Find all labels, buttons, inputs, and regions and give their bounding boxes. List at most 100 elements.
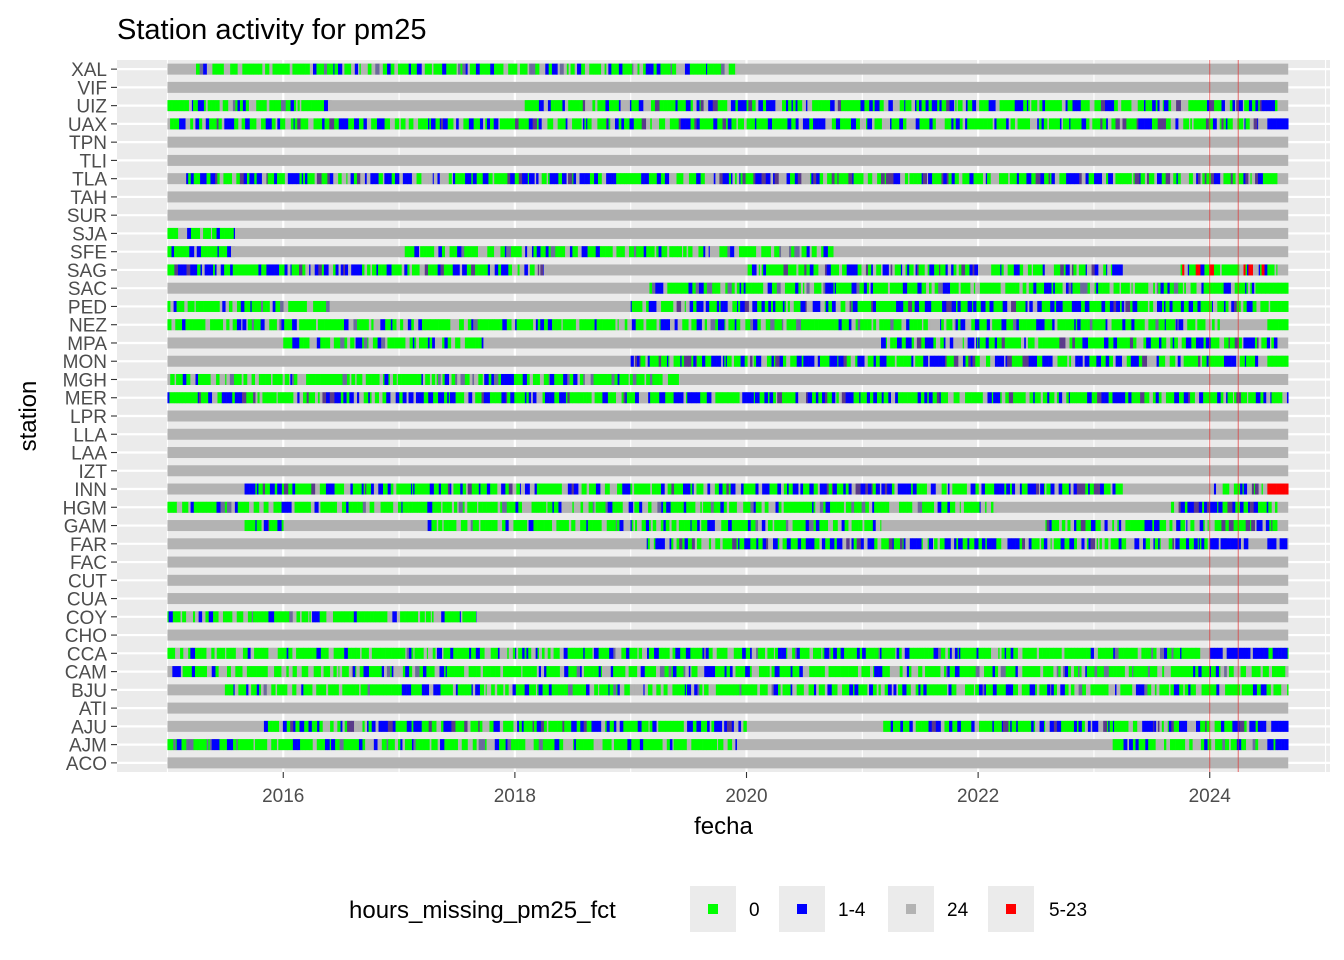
activity-segment bbox=[881, 264, 883, 276]
activity-segment bbox=[1184, 282, 1187, 294]
activity-segment bbox=[355, 337, 359, 349]
activity-segment bbox=[414, 647, 417, 659]
activity-segment bbox=[699, 100, 701, 112]
activity-segment bbox=[1028, 100, 1031, 112]
activity-segment bbox=[1190, 337, 1192, 349]
activity-segment bbox=[293, 300, 298, 312]
activity-segment bbox=[642, 300, 647, 312]
activity-segment bbox=[618, 100, 621, 112]
activity-segment bbox=[1115, 483, 1120, 495]
activity-segment bbox=[848, 483, 852, 495]
activity-segment bbox=[1034, 392, 1038, 404]
activity-segment bbox=[743, 483, 747, 495]
activity-segment bbox=[583, 392, 587, 404]
activity-segment bbox=[306, 483, 312, 495]
activity-segment bbox=[510, 118, 516, 130]
activity-segment bbox=[1037, 118, 1040, 130]
activity-segment bbox=[830, 355, 835, 367]
activity-segment bbox=[660, 319, 665, 331]
activity-segment bbox=[379, 118, 385, 130]
activity-segment bbox=[505, 520, 509, 532]
activity-segment bbox=[269, 319, 272, 331]
activity-segment bbox=[1041, 538, 1045, 550]
activity-segment bbox=[736, 173, 740, 185]
activity-segment bbox=[697, 647, 700, 659]
activity-segment bbox=[1285, 483, 1289, 495]
activity-segment bbox=[1154, 538, 1159, 550]
activity-segment bbox=[674, 483, 677, 495]
activity-segment bbox=[416, 63, 423, 75]
activity-segment bbox=[507, 392, 511, 404]
activity-segment bbox=[948, 173, 952, 185]
activity-segment bbox=[1024, 355, 1029, 367]
activity-segment bbox=[786, 173, 790, 185]
activity-segment bbox=[500, 373, 505, 385]
activity-segment bbox=[301, 100, 304, 112]
activity-segment bbox=[1115, 118, 1121, 130]
activity-segment bbox=[617, 483, 621, 495]
activity-segment bbox=[682, 538, 685, 550]
activity-segment bbox=[921, 538, 924, 550]
activity-segment bbox=[890, 337, 894, 349]
activity-segment bbox=[813, 483, 819, 495]
activity-segment bbox=[635, 100, 640, 112]
activity-segment bbox=[587, 520, 591, 532]
activity-segment bbox=[451, 501, 455, 513]
activity-segment bbox=[1175, 538, 1180, 550]
activity-segment bbox=[258, 173, 263, 185]
activity-segment bbox=[593, 483, 597, 495]
activity-segment bbox=[950, 392, 954, 404]
activity-segment bbox=[1068, 392, 1071, 404]
activity-segment bbox=[1221, 118, 1224, 130]
activity-segment bbox=[205, 246, 208, 258]
activity-segment bbox=[750, 355, 753, 367]
activity-segment bbox=[853, 520, 859, 532]
activity-segment bbox=[542, 392, 546, 404]
activity-segment bbox=[872, 520, 877, 532]
activity-segment bbox=[993, 319, 998, 331]
activity-segment bbox=[988, 337, 991, 349]
activity-segment bbox=[1247, 264, 1249, 276]
activity-segment bbox=[1085, 520, 1088, 532]
activity-segment bbox=[715, 319, 717, 331]
activity-segment bbox=[1119, 355, 1123, 367]
activity-segment bbox=[359, 392, 365, 404]
activity-segment bbox=[1198, 264, 1201, 276]
activity-segment bbox=[591, 392, 595, 404]
activity-segment bbox=[281, 520, 284, 532]
activity-segment bbox=[986, 483, 990, 495]
activity-segment bbox=[602, 392, 607, 404]
activity-segment bbox=[238, 118, 242, 130]
activity-segment bbox=[1200, 173, 1203, 185]
activity-segment bbox=[265, 373, 268, 385]
activity-segment bbox=[353, 319, 358, 331]
activity-segment bbox=[607, 501, 610, 513]
activity-segment bbox=[292, 319, 298, 331]
activity-segment bbox=[196, 100, 199, 112]
activity-segment bbox=[1192, 118, 1194, 130]
activity-segment bbox=[480, 520, 486, 532]
activity-segment bbox=[535, 647, 538, 659]
activity-segment bbox=[815, 501, 821, 513]
activity-segment bbox=[321, 173, 324, 185]
activity-segment bbox=[329, 501, 332, 513]
activity-segment bbox=[609, 647, 614, 659]
activity-segment bbox=[1078, 483, 1084, 495]
activity-segment bbox=[493, 501, 498, 513]
activity-segment bbox=[1287, 538, 1289, 550]
activity-segment bbox=[1041, 118, 1045, 130]
activity-segment bbox=[340, 337, 342, 349]
activity-segment bbox=[303, 337, 306, 349]
activity-segment bbox=[602, 118, 607, 130]
activity-segment bbox=[921, 483, 926, 495]
activity-segment bbox=[650, 483, 653, 495]
activity-segment bbox=[623, 483, 626, 495]
activity-segment bbox=[1031, 483, 1037, 495]
activity-segment bbox=[709, 300, 714, 312]
activity-segment bbox=[987, 118, 991, 130]
activity-segment bbox=[740, 319, 745, 331]
activity-segment bbox=[453, 392, 456, 404]
activity-segment bbox=[758, 100, 764, 112]
activity-segment bbox=[1190, 282, 1194, 294]
activity-segment bbox=[673, 538, 677, 550]
